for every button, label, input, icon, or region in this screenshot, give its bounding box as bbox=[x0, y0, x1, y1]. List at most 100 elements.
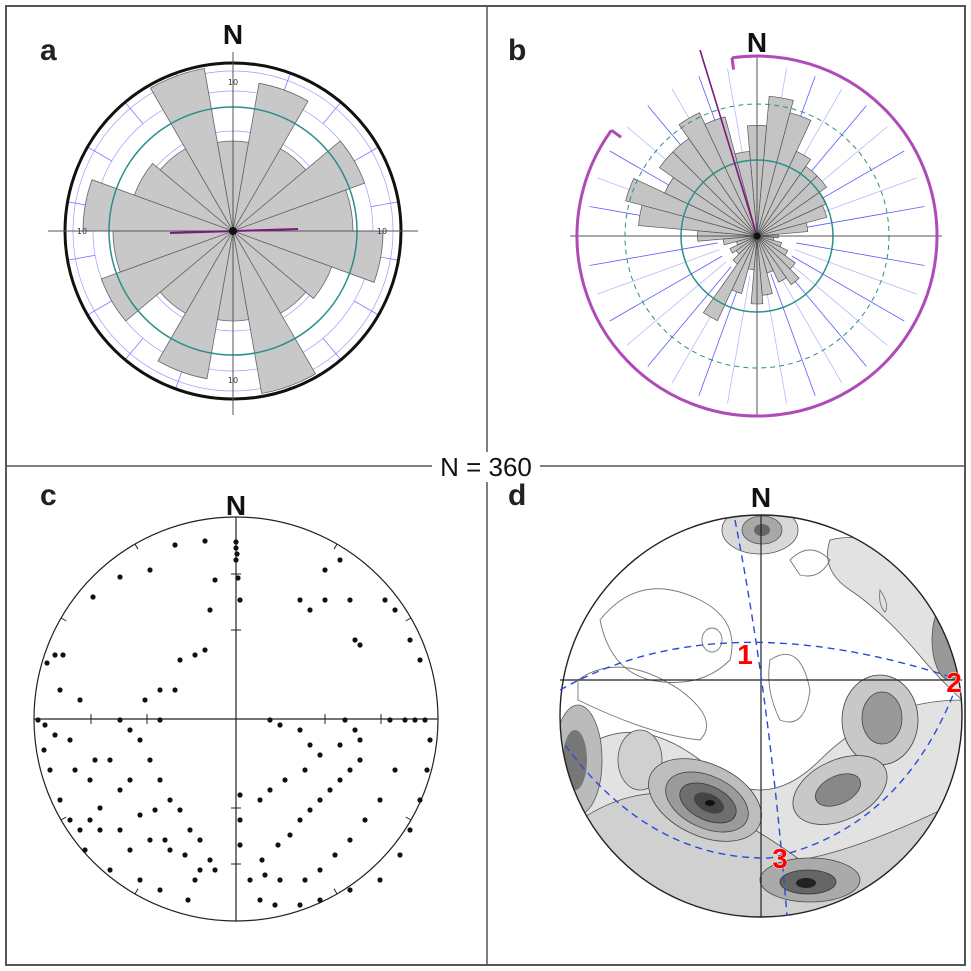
panel-letter-c: c bbox=[40, 479, 57, 512]
rose-a-petal bbox=[100, 230, 234, 322]
pole-point bbox=[57, 797, 63, 803]
pole-point bbox=[302, 767, 308, 773]
pole-point bbox=[257, 897, 263, 903]
stereonet-c-rim-tick bbox=[134, 543, 139, 550]
pole-point bbox=[259, 857, 265, 863]
pole-point bbox=[187, 827, 193, 833]
pole-point bbox=[162, 837, 168, 843]
pole-point bbox=[237, 842, 243, 848]
pole-point bbox=[382, 597, 388, 603]
pole-point bbox=[347, 837, 353, 843]
pole-point bbox=[192, 652, 198, 658]
rose-b-range-arc bbox=[575, 54, 939, 418]
rose-b-arc-start-tick bbox=[610, 128, 622, 139]
pole-point bbox=[233, 545, 239, 551]
pole-point bbox=[397, 852, 403, 858]
pole-point bbox=[117, 787, 123, 793]
girdle-label-2: 2 bbox=[946, 667, 962, 698]
rose-a-petal bbox=[133, 162, 234, 232]
pole-point bbox=[117, 827, 123, 833]
pole-point bbox=[407, 637, 413, 643]
pole-point bbox=[347, 597, 353, 603]
pole-point bbox=[57, 687, 63, 693]
pole-point bbox=[97, 827, 103, 833]
pole-point bbox=[257, 797, 263, 803]
pole-point bbox=[357, 642, 363, 648]
pole-point bbox=[275, 842, 281, 848]
pole-point bbox=[317, 867, 323, 873]
rose-a-grid-spoke bbox=[124, 337, 144, 360]
stereonet-c-rim-tick bbox=[134, 888, 139, 895]
pole-point bbox=[337, 742, 343, 748]
pole-point bbox=[137, 877, 143, 883]
pole-point bbox=[157, 777, 163, 783]
pole-point bbox=[77, 697, 83, 703]
pole-point bbox=[272, 902, 278, 908]
rose-a-grid-spoke bbox=[124, 102, 144, 125]
pole-point bbox=[235, 575, 241, 581]
pole-point bbox=[297, 902, 303, 908]
stereonet-c-rim-tick bbox=[333, 543, 338, 550]
panel-letter-d: d bbox=[508, 479, 526, 512]
pole-point bbox=[337, 557, 343, 563]
rose-a-center-dot bbox=[229, 227, 237, 235]
pole-point bbox=[347, 767, 353, 773]
rose-diagram-b: N bbox=[570, 27, 942, 418]
rose-b-grid-spoke bbox=[791, 255, 905, 322]
pole-point bbox=[142, 697, 148, 703]
pole-point bbox=[297, 817, 303, 823]
rose-a-tick-s: 10 bbox=[228, 376, 238, 385]
panel-letter-a: a bbox=[40, 34, 57, 67]
pole-point bbox=[147, 567, 153, 573]
rose-a-petals bbox=[82, 68, 384, 394]
rose-b-petal bbox=[756, 112, 812, 237]
pole-point bbox=[202, 538, 208, 544]
pole-point bbox=[137, 737, 143, 743]
pole-point bbox=[327, 787, 333, 793]
pole-point bbox=[237, 817, 243, 823]
rose-b-grid-spoke bbox=[647, 266, 732, 367]
pole-point bbox=[207, 607, 213, 613]
pole-point bbox=[167, 797, 173, 803]
pole-point bbox=[77, 827, 83, 833]
pole-point bbox=[157, 887, 163, 893]
rose-b-grid-spoke bbox=[763, 275, 787, 404]
pole-point bbox=[82, 847, 88, 853]
pole-point bbox=[237, 597, 243, 603]
stereonet-c: N bbox=[33, 490, 439, 922]
pole-point bbox=[417, 657, 423, 663]
pole-point bbox=[87, 817, 93, 823]
pole-point bbox=[212, 577, 218, 583]
pole-point bbox=[307, 607, 313, 613]
girdle-great-circle-2 bbox=[734, 519, 788, 917]
contour-open-6 bbox=[879, 588, 888, 613]
pole-point bbox=[172, 687, 178, 693]
rose-b-petals bbox=[625, 95, 828, 322]
contour-south-3 bbox=[796, 878, 816, 888]
pole-point bbox=[247, 877, 253, 883]
rose-b-grid-spoke bbox=[626, 261, 727, 346]
contour-se-2 bbox=[815, 773, 861, 807]
rose-b-grid-spoke bbox=[727, 275, 751, 404]
contour-main-5 bbox=[705, 800, 715, 806]
pole-point bbox=[117, 717, 123, 723]
rose-b-grid-spoke bbox=[609, 255, 723, 322]
rose-b-grid-spoke bbox=[796, 206, 925, 230]
rose-b-grid-spoke bbox=[787, 261, 888, 346]
stereonet-d-north-label: N bbox=[751, 482, 771, 513]
pole-point bbox=[185, 897, 191, 903]
pole-point bbox=[52, 652, 58, 658]
pole-point bbox=[44, 660, 50, 666]
rose-a-petal bbox=[232, 230, 333, 300]
contour-open-5 bbox=[577, 666, 708, 741]
pole-point bbox=[267, 787, 273, 793]
pole-point bbox=[362, 817, 368, 823]
pole-point bbox=[307, 742, 313, 748]
pole-point bbox=[92, 757, 98, 763]
pole-point bbox=[72, 767, 78, 773]
pole-point bbox=[117, 574, 123, 580]
rose-b-petal bbox=[756, 205, 828, 237]
stereonet-c-north-label: N bbox=[226, 490, 246, 521]
pole-point bbox=[67, 817, 73, 823]
